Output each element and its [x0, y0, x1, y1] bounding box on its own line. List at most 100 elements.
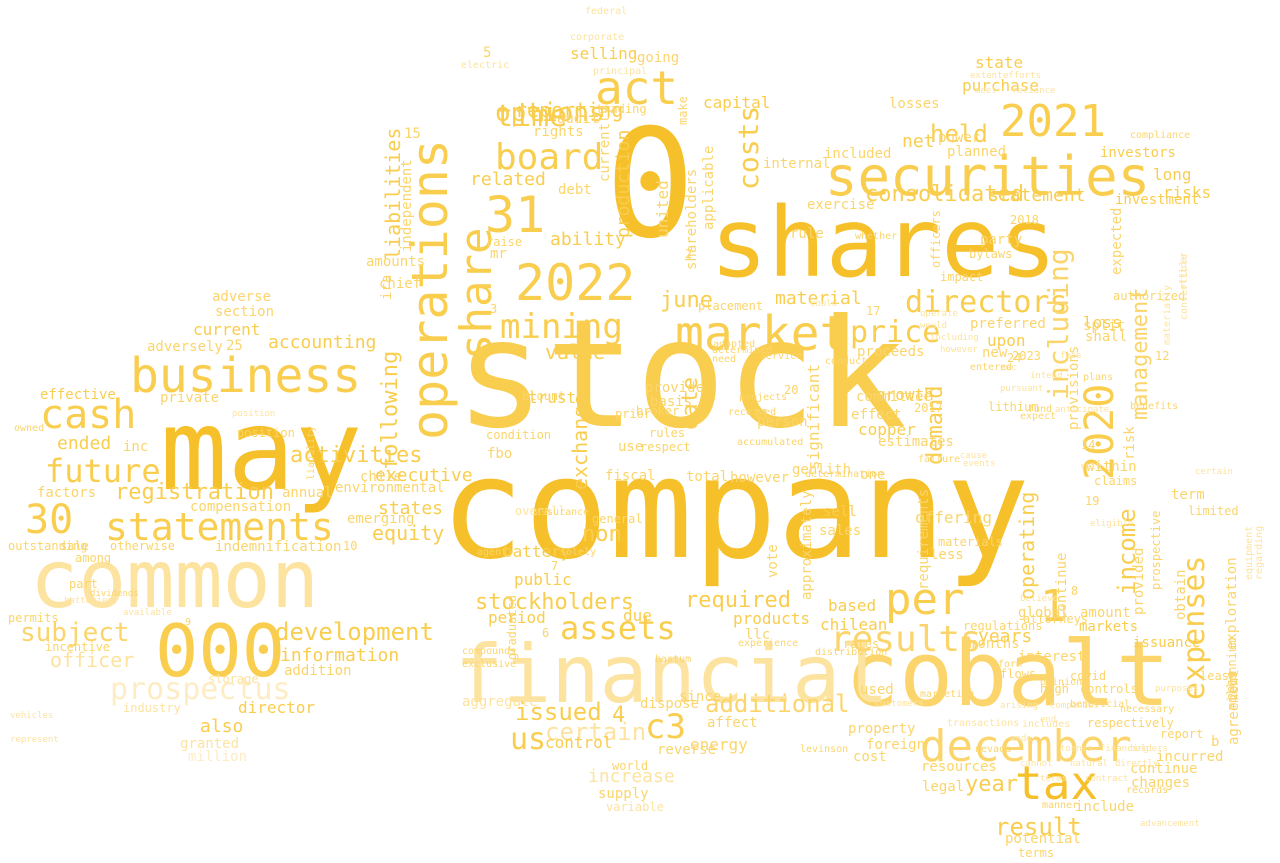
word: 2023: [1012, 349, 1041, 363]
word: rates: [843, 637, 880, 651]
word: terms: [1040, 774, 1068, 784]
word: foreign: [866, 737, 926, 753]
word: rights: [533, 124, 584, 140]
word: going: [637, 50, 680, 66]
word: principal: [593, 66, 648, 77]
word: split: [1083, 318, 1126, 334]
word: states: [378, 498, 444, 519]
word: events: [963, 459, 996, 469]
word: due: [623, 606, 652, 625]
word: preferred: [970, 316, 1046, 332]
word: dispose: [640, 696, 700, 712]
word: intend: [1030, 371, 1063, 381]
word: included: [824, 146, 892, 162]
word: term: [1171, 487, 1205, 503]
word: granted: [180, 736, 240, 752]
word: vote: [765, 544, 781, 578]
word: legal: [922, 779, 965, 795]
word: based: [828, 596, 877, 615]
word: anticipate: [1055, 405, 1110, 415]
word: efforts: [1003, 71, 1041, 81]
word: plans: [1083, 372, 1114, 383]
word: chilean: [820, 615, 888, 634]
word: 2022: [515, 254, 636, 312]
word: entered: [970, 362, 1013, 373]
word: permits: [8, 611, 59, 625]
word: following: [378, 350, 403, 470]
word: meet: [975, 86, 997, 96]
word: environmental: [335, 480, 445, 496]
word: conduct: [825, 356, 868, 367]
word: marketing: [920, 689, 975, 700]
word: prospective: [1149, 510, 1163, 590]
word: value: [545, 340, 606, 364]
word: annual: [282, 485, 333, 501]
word: exchange: [568, 393, 592, 490]
word: loss: [1083, 313, 1122, 332]
word: state: [975, 53, 1024, 72]
word: increase: [588, 766, 675, 787]
word: purchase: [962, 76, 1040, 95]
word: cause: [960, 451, 988, 461]
word: batteries: [64, 596, 113, 606]
word: variable: [606, 800, 664, 814]
word: incentive: [45, 640, 111, 654]
word: energy: [690, 735, 748, 754]
word: impact: [940, 270, 984, 284]
word: section: [215, 304, 275, 320]
word: regulations: [963, 619, 1043, 633]
word: holders: [1130, 744, 1168, 754]
word: information: [280, 645, 400, 666]
word: activities: [290, 443, 423, 468]
word: internal: [763, 156, 831, 172]
word: may: [160, 386, 363, 516]
word: certain: [545, 718, 647, 746]
word: high: [1040, 682, 1069, 696]
word: authorized: [1113, 289, 1186, 303]
word: business: [130, 348, 362, 404]
word: assurance: [535, 507, 590, 518]
word: exclusive: [462, 659, 517, 670]
word: effect: [851, 407, 902, 423]
word: storage: [208, 672, 259, 686]
word: b: [1211, 734, 1220, 750]
word: board: [495, 137, 604, 178]
word: obtain: [1173, 569, 1189, 620]
word: assets: [560, 609, 676, 647]
word: 9: [185, 617, 192, 628]
word: compensation: [190, 499, 292, 515]
word: 8: [1071, 584, 1079, 598]
word: overall: [515, 504, 566, 518]
word: condition: [486, 428, 552, 442]
word: company: [440, 428, 1031, 591]
word: sell: [823, 504, 857, 520]
word: audit: [557, 111, 600, 127]
word: 2021: [1000, 96, 1106, 147]
word: industry: [123, 701, 181, 715]
word: determination: [805, 469, 884, 480]
word: compliance: [1130, 130, 1191, 141]
word: interest: [1018, 649, 1086, 665]
word: development: [275, 618, 434, 646]
word: power: [938, 130, 981, 146]
word: act: [595, 61, 679, 115]
word: placement: [698, 299, 764, 313]
word: use: [618, 439, 644, 455]
word: debt: [558, 182, 592, 198]
word: distribution: [815, 647, 888, 658]
word: investment: [1115, 192, 1200, 208]
word: risks: [1163, 183, 1212, 202]
word: extent: [970, 71, 1003, 81]
word: common: [30, 533, 319, 626]
word: general: [592, 512, 643, 526]
word: public: [514, 570, 572, 589]
word: accumulated: [737, 437, 804, 448]
word: sale: [60, 539, 89, 553]
word: tonnes: [1060, 744, 1093, 754]
word: llc: [745, 627, 771, 643]
word: consolidated: [865, 182, 1024, 207]
word: service: [760, 351, 803, 362]
word: graduated: [505, 594, 519, 660]
word: end: [1040, 715, 1057, 725]
word: dividends: [90, 589, 139, 599]
